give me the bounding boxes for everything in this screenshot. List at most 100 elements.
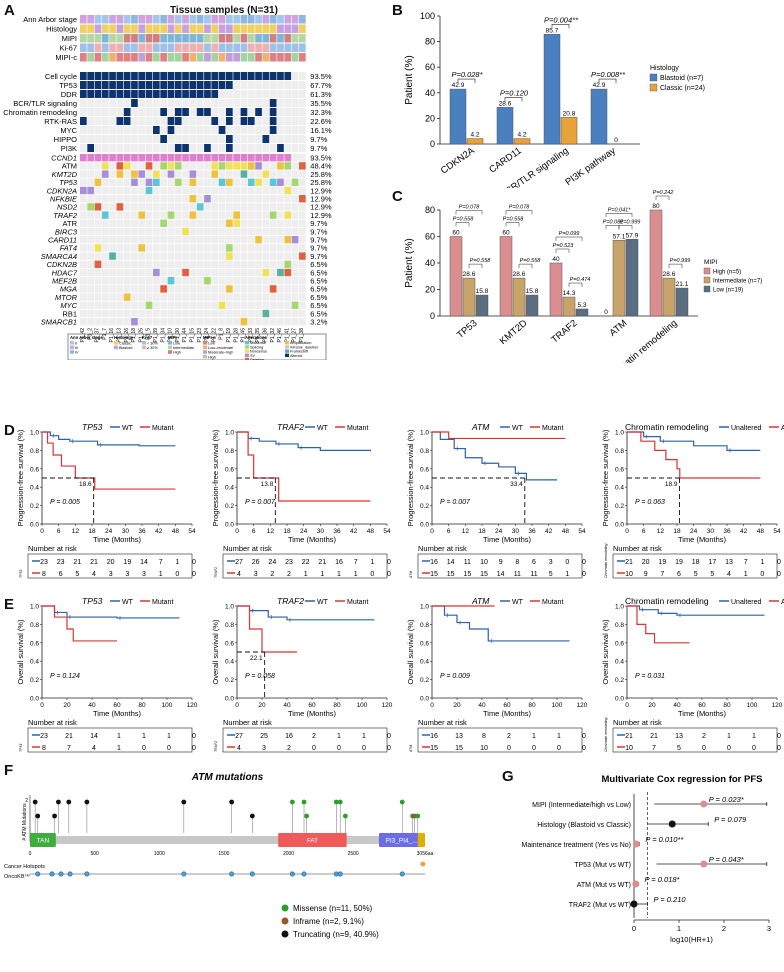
annot-cell xyxy=(284,43,292,52)
gene-cell xyxy=(211,170,219,178)
pathway-cell xyxy=(80,117,87,125)
km-y-label-3: Overall survival (%) xyxy=(601,619,610,685)
gene-cell xyxy=(109,219,116,227)
gene-cell xyxy=(299,170,306,178)
legend-item-0-2: IV xyxy=(75,351,79,355)
gene-cell xyxy=(94,260,102,268)
risk-wt-3-8: 1 xyxy=(760,559,764,566)
gene-cell xyxy=(233,195,240,203)
risk-wt-0-0: 23 xyxy=(40,733,48,740)
annot-cell xyxy=(109,43,116,52)
annot-cell xyxy=(226,24,233,33)
km-legend-2-3: Altered xyxy=(781,599,784,606)
gene-cell xyxy=(291,268,299,277)
pathway-cell xyxy=(160,72,167,80)
bar-label-4-2: 21.1 xyxy=(676,281,689,288)
gene-cell xyxy=(160,268,167,277)
annot-cell xyxy=(255,53,262,62)
pathway-cell xyxy=(145,135,153,143)
gene-cell xyxy=(196,236,204,244)
annot-cell xyxy=(226,43,233,52)
pathway-cell xyxy=(138,135,146,143)
annot-cell xyxy=(226,34,233,43)
forest-pvalue-2: P = 0.010** xyxy=(645,835,684,844)
annot-cell xyxy=(145,34,153,43)
risk-wt-1-2: 24 xyxy=(268,559,276,566)
km-x-tick-label: 6 xyxy=(642,528,646,535)
km-y-label-2: Progression-free survival (%) xyxy=(406,429,415,526)
pathway-cell xyxy=(218,72,226,80)
gene-cell xyxy=(182,244,189,252)
gene-cell xyxy=(101,162,109,170)
gene-cell xyxy=(94,178,102,186)
gene-cell xyxy=(153,260,160,268)
legend-label-1: Intermediate (n=7) xyxy=(713,279,762,285)
gene-cell xyxy=(116,309,124,318)
risk-mut-1-3: 2 xyxy=(287,571,291,578)
risk-wt-1-5: 1 xyxy=(362,733,366,740)
risk-wt-3-6: 13 xyxy=(725,559,733,566)
pathway-cell xyxy=(189,144,197,152)
pvalue-bracket xyxy=(518,263,533,269)
risk-wt-0-0: 23 xyxy=(40,559,48,566)
pathway-cell xyxy=(94,135,102,143)
pvalue-bracket xyxy=(504,97,523,102)
gene-cell xyxy=(153,318,160,326)
domain-0 xyxy=(30,833,56,847)
km-y-tick-label: 0.6 xyxy=(30,640,39,647)
km-title-3: Chromatin remodeling xyxy=(625,422,709,432)
pathway-cell xyxy=(153,90,160,98)
gene-cell xyxy=(255,178,262,186)
forest-x-tick-label: 2 xyxy=(722,924,726,933)
panel-f: F ATM mutations # ATM Mutations 2 TAN FAT PI3… xyxy=(0,760,470,972)
gene-cell xyxy=(131,170,138,178)
sample-label-12: P1_10 xyxy=(168,328,174,343)
annot-cell xyxy=(138,15,146,24)
pathway-cell xyxy=(109,144,116,152)
gene-cell xyxy=(255,301,262,309)
gene-cell xyxy=(240,178,248,186)
pathway-cell xyxy=(109,135,116,143)
pathway-cell xyxy=(87,126,94,134)
pathway-cell xyxy=(284,117,292,125)
gene-cell xyxy=(131,285,138,293)
pathway-cell xyxy=(80,135,87,143)
pathway-cell xyxy=(138,99,146,107)
km-legend-1-2: WT xyxy=(512,425,524,432)
gene-cell xyxy=(153,277,160,285)
pathway-cell xyxy=(284,144,292,152)
category-label-2: TRAF2 xyxy=(549,318,579,346)
risk-wt-2-2: 8 xyxy=(482,733,486,740)
gene-cell xyxy=(189,268,197,277)
gene-cell xyxy=(160,285,167,293)
pathway-cell xyxy=(131,144,138,152)
y-tick-label: 100 xyxy=(420,11,435,21)
pathway-cell xyxy=(291,81,299,89)
gene-label-4: CDKN2A xyxy=(47,186,77,195)
gene-cell xyxy=(299,203,306,211)
annot-cell xyxy=(189,34,197,43)
legend-label-0: Missense (n=11, 50%) xyxy=(293,904,373,913)
gene-cell xyxy=(269,277,277,285)
y-axis-label: Patient (%) xyxy=(404,55,415,104)
km-curve-wt xyxy=(42,605,180,619)
pvalue-3: P=0.008** xyxy=(591,70,626,79)
pathway-cell xyxy=(196,99,204,107)
gene-cell xyxy=(240,170,248,178)
sample-label-8: P1_25 xyxy=(138,328,144,343)
gene-cell xyxy=(80,309,87,318)
gene-cell xyxy=(123,268,131,277)
pathway-label-5: RTK-RAS xyxy=(44,117,77,126)
km-y-tick-label: 0.2 xyxy=(30,677,39,684)
km-x-tick-label: 18 xyxy=(283,528,291,535)
km-x-tick-label: 6 xyxy=(447,528,451,535)
legend-swatch xyxy=(285,345,289,349)
risk-mut-3-0: 10 xyxy=(625,571,633,578)
pathway-cell xyxy=(109,108,116,116)
gene-cell xyxy=(291,170,299,178)
gene-cell xyxy=(262,285,270,293)
km-x-tick-label: 12 xyxy=(462,528,470,535)
km-x-label-0: Time (Months) xyxy=(93,535,142,544)
km-x-label-2: Time (Months) xyxy=(483,709,532,718)
gene-cell xyxy=(116,318,124,326)
